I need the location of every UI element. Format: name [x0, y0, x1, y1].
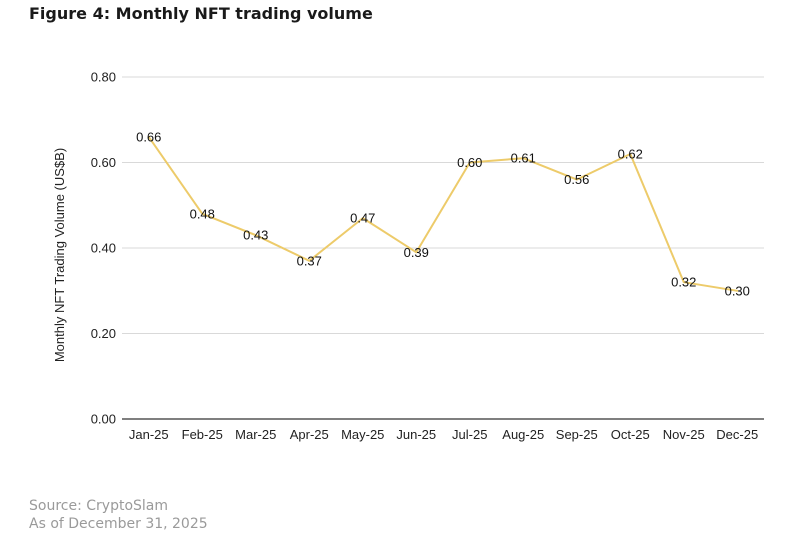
data-label: 0.56	[564, 172, 589, 187]
data-label: 0.48	[190, 206, 215, 221]
x-tick-label: Apr-25	[290, 427, 329, 442]
x-tick-label: Jun-25	[396, 427, 436, 442]
data-labels: 0.66 0.48 0.43 0.37 0.47 0.39 0.60 0.61 0.56 0.62…	[136, 129, 750, 298]
x-tick-label: Nov-25	[663, 427, 705, 442]
y-axis-title: Monthly NFT Trading Volume (US$B)	[52, 148, 67, 362]
x-axis-ticks: Jan-25 Feb-25 Mar-25 Apr-25 May-25 Jun-25 Jul-…	[129, 427, 758, 442]
data-label: 0.43	[243, 228, 268, 243]
data-label: 0.60	[457, 155, 482, 170]
y-tick-label: 0.20	[91, 326, 116, 341]
data-label: 0.62	[618, 146, 643, 161]
x-tick-label: Jan-25	[129, 427, 169, 442]
y-tick-label: 0.00	[91, 412, 116, 427]
data-label: 0.47	[350, 211, 375, 226]
y-tick-label: 0.80	[91, 70, 116, 85]
data-label: 0.61	[511, 151, 536, 166]
data-label: 0.39	[404, 245, 429, 260]
x-tick-label: Dec-25	[716, 427, 758, 442]
x-tick-label: Feb-25	[182, 427, 223, 442]
y-tick-label: 0.60	[91, 155, 116, 170]
gridlines	[122, 76, 764, 420]
x-tick-label: Aug-25	[502, 427, 544, 442]
data-label: 0.30	[725, 283, 750, 298]
x-tick-label: Mar-25	[235, 427, 276, 442]
x-tick-label: Oct-25	[611, 427, 650, 442]
source-note: Source: CryptoSlam	[29, 498, 169, 514]
data-label: 0.66	[136, 129, 161, 144]
data-label: 0.37	[297, 253, 322, 268]
x-tick-label: May-25	[341, 427, 384, 442]
data-label: 0.32	[671, 275, 696, 290]
x-tick-label: Jul-25	[452, 427, 487, 442]
y-axis-ticks: 0.00 0.20 0.40 0.60 0.80	[91, 70, 116, 427]
series-line-layer	[147, 135, 739, 292]
x-tick-label: Sep-25	[556, 427, 598, 442]
y-tick-label: 0.40	[91, 241, 116, 256]
figure-title: Figure 4: Monthly NFT trading volume	[29, 4, 373, 23]
as-of-date: As of December 31, 2025	[29, 516, 208, 532]
line-chart: 0.00 0.20 0.40 0.60 0.80 Jan-25 Feb-25 Mar-25 A…	[52, 70, 764, 442]
series-line	[147, 135, 739, 292]
